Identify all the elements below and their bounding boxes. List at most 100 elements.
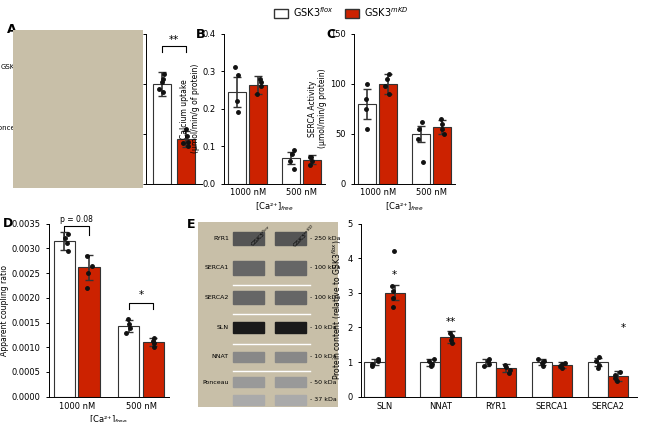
Bar xyxy=(29,158,48,169)
Bar xyxy=(52,140,72,148)
Bar xyxy=(54,241,75,397)
Bar xyxy=(233,290,264,304)
Bar xyxy=(275,395,306,405)
Text: GSK3$^{mKD}$: GSK3$^{mKD}$ xyxy=(114,31,139,56)
Bar xyxy=(552,365,572,397)
Bar xyxy=(104,106,124,116)
Bar xyxy=(81,91,100,101)
Text: GSK3$^{flox}$: GSK3$^{flox}$ xyxy=(248,223,274,249)
Bar xyxy=(385,293,405,397)
Text: GSK3$^{mKD}$: GSK3$^{mKD}$ xyxy=(62,31,87,56)
Text: E: E xyxy=(187,218,196,231)
Bar xyxy=(588,362,608,397)
Text: p = 0.08: p = 0.08 xyxy=(60,215,93,224)
X-axis label: [Ca²⁺]$_{free}$: [Ca²⁺]$_{free}$ xyxy=(385,200,424,213)
Bar xyxy=(275,322,306,333)
Bar xyxy=(358,104,376,184)
Text: *: * xyxy=(138,290,144,300)
Text: *: * xyxy=(392,270,397,280)
Bar xyxy=(249,85,267,184)
Text: - 10 kDa: - 10 kDa xyxy=(310,325,337,330)
Bar xyxy=(608,376,628,397)
Bar xyxy=(29,106,48,116)
X-axis label: [Ca²⁺]$_{free}$: [Ca²⁺]$_{free}$ xyxy=(90,413,128,422)
Text: RYR1: RYR1 xyxy=(213,236,229,241)
Bar xyxy=(433,127,451,184)
Text: *: * xyxy=(621,323,626,333)
Text: 50 kDa: 50 kDa xyxy=(118,64,140,69)
Y-axis label: Calcium uptake
(µmol/min/g of protein): Calcium uptake (µmol/min/g of protein) xyxy=(181,64,200,153)
Bar xyxy=(104,158,124,169)
Text: **: ** xyxy=(169,35,179,45)
Text: C: C xyxy=(326,28,335,41)
Bar xyxy=(104,140,124,148)
Bar xyxy=(275,377,306,387)
Bar xyxy=(532,362,552,397)
Text: - 50 kDa: - 50 kDa xyxy=(310,379,337,384)
X-axis label: [Ca²⁺]$_{free}$: [Ca²⁺]$_{free}$ xyxy=(255,200,294,213)
Text: - 100 kDa: - 100 kDa xyxy=(310,265,341,271)
Text: - 250 kDa: - 250 kDa xyxy=(310,236,341,241)
Y-axis label: Protein content (relative to GSK3$^{flox}$): Protein content (relative to GSK3$^{flox… xyxy=(331,240,345,381)
Bar xyxy=(233,352,264,362)
Text: NNAT: NNAT xyxy=(212,354,229,359)
Text: 50 kDa: 50 kDa xyxy=(118,94,140,98)
Bar xyxy=(143,342,164,397)
Bar xyxy=(29,140,48,148)
Y-axis label: GSK3β content
(relative to GSK3$^{flox}$): GSK3β content (relative to GSK3$^{flox}$… xyxy=(98,69,122,149)
Text: GSK3$^{flox}$: GSK3$^{flox}$ xyxy=(39,31,62,55)
Bar xyxy=(81,158,100,169)
Bar xyxy=(118,326,139,397)
Text: D: D xyxy=(3,217,13,230)
Bar xyxy=(233,322,264,333)
Text: SLN: SLN xyxy=(217,325,229,330)
Bar xyxy=(52,158,72,169)
Bar xyxy=(496,368,516,397)
Bar xyxy=(104,60,124,74)
Bar xyxy=(29,60,48,74)
Bar xyxy=(153,84,171,184)
Bar xyxy=(233,395,264,405)
Text: Ponceau: Ponceau xyxy=(0,124,23,131)
Text: SERCA1: SERCA1 xyxy=(205,265,229,271)
Bar xyxy=(228,92,246,184)
Text: A: A xyxy=(6,23,16,36)
Bar xyxy=(29,91,48,101)
Bar xyxy=(104,91,124,101)
Legend: GSK3$^{flox}$, GSK3$^{mKD}$: GSK3$^{flox}$, GSK3$^{mKD}$ xyxy=(270,1,412,22)
Bar xyxy=(81,106,100,116)
Text: - 37 kDa: - 37 kDa xyxy=(310,398,337,403)
Bar xyxy=(29,123,48,133)
Bar xyxy=(104,123,124,133)
Bar xyxy=(81,60,100,74)
Text: GSK3$^{flox}$: GSK3$^{flox}$ xyxy=(90,31,113,55)
Y-axis label: Apparent coupling ratio: Apparent coupling ratio xyxy=(0,265,8,356)
Bar xyxy=(476,362,496,397)
Bar xyxy=(52,106,72,116)
Bar xyxy=(233,377,264,387)
Bar xyxy=(81,123,100,133)
Text: B: B xyxy=(196,28,205,41)
Bar xyxy=(275,261,306,275)
Bar xyxy=(233,232,264,246)
Bar xyxy=(365,362,385,397)
Bar xyxy=(379,84,397,184)
Bar xyxy=(177,138,194,184)
Bar xyxy=(79,267,99,397)
Text: 25 kDa: 25 kDa xyxy=(118,162,140,167)
Bar xyxy=(52,91,72,101)
Text: GSK3β: GSK3β xyxy=(0,64,23,70)
Text: Ponceau: Ponceau xyxy=(203,379,229,384)
Text: **: ** xyxy=(445,317,456,327)
Bar xyxy=(81,140,100,148)
Bar xyxy=(52,60,72,74)
Bar xyxy=(275,290,306,304)
Text: - 100 kDa: - 100 kDa xyxy=(310,295,341,300)
Text: SERCA2: SERCA2 xyxy=(205,295,229,300)
Bar xyxy=(303,160,321,184)
Bar xyxy=(412,134,430,184)
Bar xyxy=(52,123,72,133)
Bar xyxy=(282,158,300,184)
Text: GSK3$^{mKD}$: GSK3$^{mKD}$ xyxy=(291,223,318,250)
Text: - 10 kDa: - 10 kDa xyxy=(310,354,337,359)
